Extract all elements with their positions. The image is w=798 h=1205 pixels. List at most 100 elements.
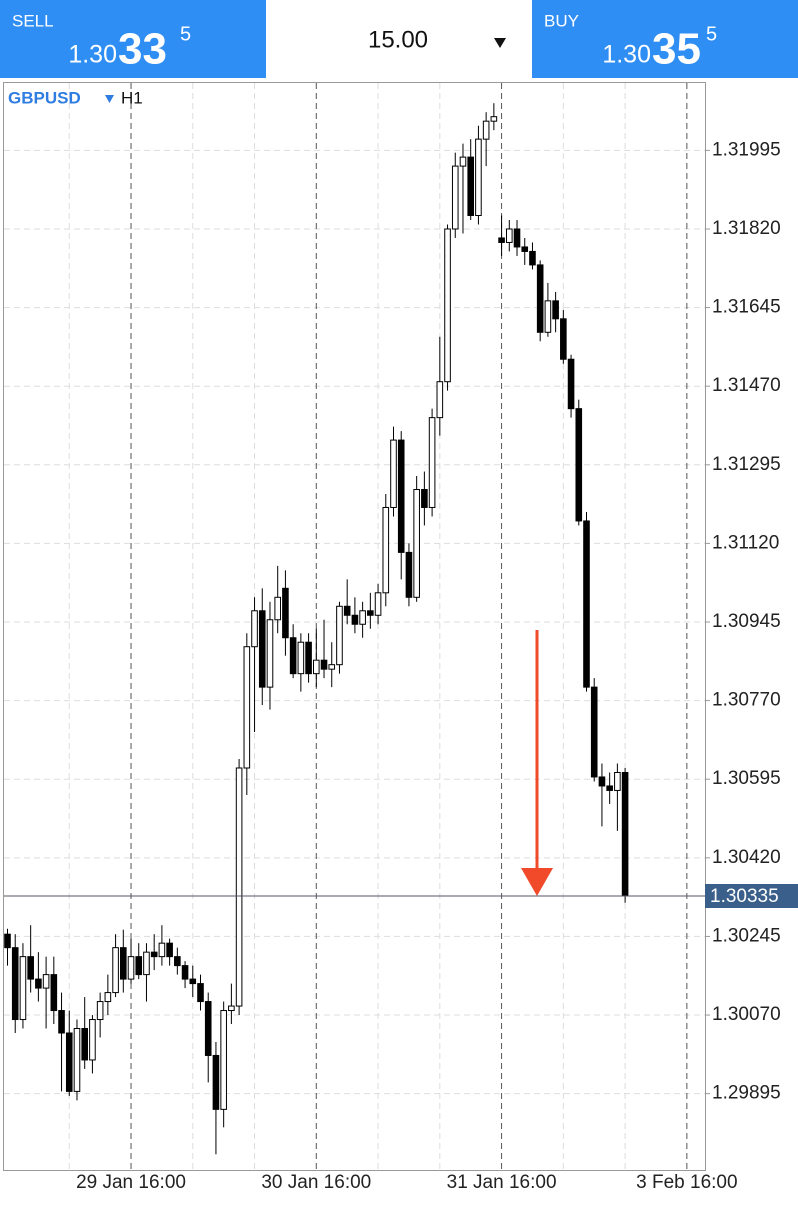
- candle-body: [475, 138, 482, 217]
- candle-body: [174, 956, 181, 967]
- candle-body: [266, 619, 274, 688]
- y-tick-label: 1.30070: [712, 1004, 781, 1025]
- candle-body: [197, 983, 204, 1003]
- y-tick-label: 1.30420: [712, 847, 781, 868]
- y-tick-label: 1.31995: [712, 139, 781, 160]
- y-tick-label: 1.29895: [712, 1083, 781, 1104]
- y-tick-label: 1.31470: [712, 375, 781, 396]
- buy-price-prefix: 1.30: [602, 41, 651, 69]
- sell-button[interactable]: [0, 0, 266, 78]
- candle-body: [575, 408, 583, 522]
- candle-body: [405, 551, 413, 598]
- candle-body: [243, 646, 251, 769]
- symbol-name[interactable]: GBPUSD: [8, 88, 81, 107]
- candle-body: [367, 610, 374, 616]
- candle-body: [19, 956, 27, 1021]
- x-tick-label: 31 Jan 16:00: [447, 1172, 557, 1193]
- candle-body: [506, 228, 513, 243]
- last-price-label: 1.30335: [710, 886, 779, 907]
- candle-body: [120, 947, 127, 980]
- candle-body: [320, 659, 328, 670]
- candle-body: [42, 974, 50, 989]
- buy-price-sup: 5: [706, 23, 717, 45]
- candle-body: [11, 947, 19, 1021]
- sell-price-sup: 5: [180, 23, 191, 45]
- candle-body: [328, 664, 336, 670]
- candle-body: [89, 1019, 96, 1061]
- candle-body: [544, 300, 552, 333]
- candle-body: [127, 956, 135, 980]
- candle-body: [289, 637, 297, 675]
- candle-body: [490, 116, 498, 122]
- candle-body: [552, 300, 559, 320]
- candle-body: [297, 641, 305, 675]
- annotation-arrowhead: [521, 868, 553, 896]
- candle-body: [112, 947, 119, 994]
- candle-body: [498, 237, 505, 243]
- candle-body: [482, 120, 490, 140]
- x-tick-label: 3 Feb 16:00: [636, 1172, 737, 1193]
- candle-body: [428, 417, 436, 508]
- x-tick-label: 29 Jan 16:00: [76, 1172, 186, 1193]
- volume[interactable]: 15.00: [368, 26, 428, 53]
- y-tick-label: 1.31295: [712, 454, 781, 475]
- candle-body: [436, 381, 444, 419]
- candle-body: [374, 592, 382, 616]
- candle-body: [336, 605, 343, 666]
- candle-body: [158, 942, 166, 958]
- candle-body: [166, 942, 173, 958]
- y-tick-label: 1.31120: [712, 532, 779, 553]
- y-tick-label: 1.30945: [712, 611, 781, 632]
- candle-body: [73, 1028, 81, 1092]
- symbol-dropdown[interactable]: [105, 95, 114, 103]
- candle-body: [567, 358, 575, 410]
- candle-body: [459, 156, 467, 167]
- candle-body: [583, 520, 590, 688]
- sell-price-prefix: 1.30: [68, 41, 117, 69]
- candle-body: [204, 1001, 212, 1056]
- candle-body: [521, 246, 529, 252]
- candle-body: [351, 614, 359, 625]
- candle-body: [451, 165, 459, 230]
- candle-body: [598, 776, 606, 787]
- candle-body: [390, 439, 397, 508]
- candle-body: [181, 965, 189, 980]
- candle-body: [258, 610, 266, 688]
- y-tick-label: 1.30770: [712, 690, 781, 711]
- candle-body: [606, 785, 613, 791]
- candle-body: [65, 1032, 73, 1092]
- candle-body: [305, 641, 312, 675]
- candle-body: [251, 610, 258, 648]
- last-price-box: [705, 884, 798, 909]
- candle-body: [228, 1005, 235, 1012]
- plot: [4, 83, 705, 1170]
- candle-body: [96, 1001, 104, 1021]
- candle-body: [313, 659, 320, 675]
- candle-body: [135, 956, 143, 976]
- candle-body: [560, 318, 567, 360]
- buy-button[interactable]: [532, 0, 798, 78]
- candle-body: [359, 610, 366, 625]
- candle-body: [35, 978, 42, 989]
- candle-body: [143, 951, 150, 976]
- sell-label: SELL: [12, 11, 54, 30]
- candle-body: [27, 956, 34, 980]
- x-tick-label: 30 Jan 16:00: [261, 1172, 371, 1193]
- candle-body: [104, 992, 112, 1003]
- candle-body: [212, 1054, 220, 1110]
- candle-body: [282, 587, 289, 639]
- candle-body: [529, 250, 536, 266]
- sell-price-main: 33: [118, 25, 167, 74]
- candle-body: [444, 228, 451, 383]
- volume-dropdown[interactable]: [494, 38, 506, 48]
- candle-body: [421, 489, 428, 508]
- candle-body: [189, 978, 197, 985]
- candle-body: [513, 228, 521, 248]
- candle-body: [4, 933, 11, 949]
- y-tick-label: 1.30595: [712, 768, 781, 789]
- timeframe[interactable]: H1: [121, 88, 143, 107]
- candle-body: [590, 686, 598, 778]
- candle-body: [536, 264, 544, 333]
- candle-body: [58, 1010, 65, 1034]
